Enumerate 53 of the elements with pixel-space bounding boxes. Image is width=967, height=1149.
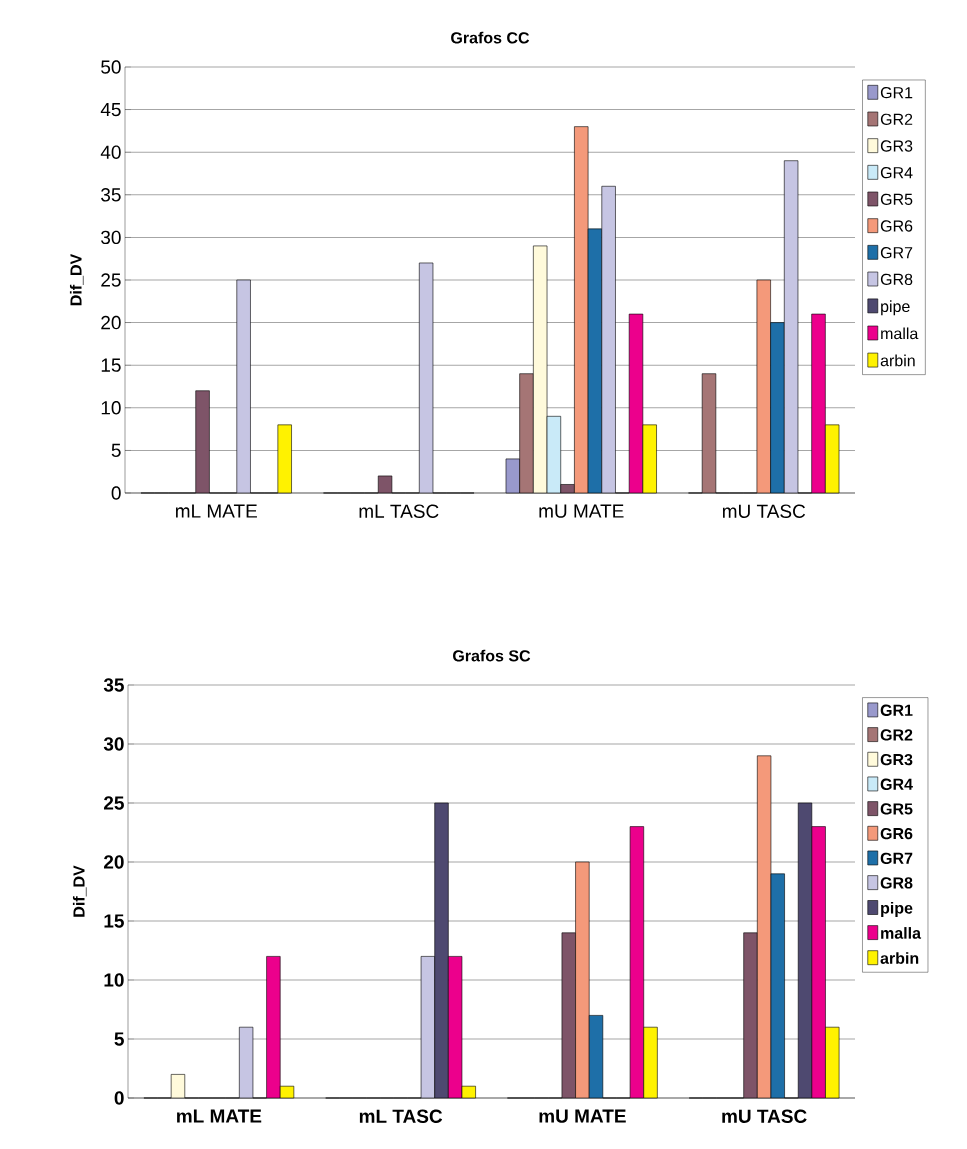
x-tick-label: mU TASC bbox=[722, 504, 806, 518]
y-tick-label: 35 bbox=[101, 188, 121, 202]
x-tick-label: mL TASC bbox=[359, 504, 439, 518]
y-tick-label: 15 bbox=[104, 914, 124, 928]
legend-label: GR1 bbox=[880, 86, 913, 99]
y-tick-label: 20 bbox=[101, 315, 121, 330]
chart-title: Grafos SC bbox=[453, 649, 531, 662]
legend-label: GR4 bbox=[880, 778, 913, 790]
legend-label: malla bbox=[881, 927, 922, 939]
legend-label: GR8 bbox=[880, 273, 913, 286]
legend-label: GR3 bbox=[880, 140, 913, 152]
legend-label: GR2 bbox=[880, 113, 913, 125]
legend-label: arbin bbox=[880, 354, 915, 367]
y-tick-label: 45 bbox=[100, 102, 121, 117]
y-tick-label: 0 bbox=[111, 486, 121, 500]
y-tick-label: 50 bbox=[101, 60, 121, 74]
y-tick-label: 20 bbox=[103, 855, 124, 869]
y-axis-title: Dif_DV bbox=[72, 865, 87, 917]
legend-label: GR3 bbox=[880, 753, 913, 766]
y-tick-label: 5 bbox=[111, 443, 121, 458]
legend-label: GR5 bbox=[880, 803, 913, 815]
legend-label: GR8 bbox=[880, 877, 913, 889]
legend-label: GR5 bbox=[880, 193, 913, 205]
legend-label: GR1 bbox=[880, 704, 913, 716]
x-tick-label: mL TASC bbox=[359, 1109, 443, 1123]
y-tick-label: 0 bbox=[114, 1091, 124, 1105]
x-tick-label: mU MATE bbox=[539, 504, 624, 518]
legend-label: pipe bbox=[881, 300, 910, 316]
legend-label: GR6 bbox=[880, 220, 913, 232]
legend-label: pipe bbox=[881, 901, 913, 917]
y-tick-label: 10 bbox=[104, 973, 124, 987]
legend-label: GR2 bbox=[880, 729, 913, 741]
legend-label: arbin bbox=[880, 952, 919, 964]
legend-label: malla bbox=[881, 327, 919, 340]
y-tick-label: 40 bbox=[100, 145, 121, 159]
y-tick-label: 30 bbox=[101, 230, 121, 245]
legend-label: GR4 bbox=[880, 167, 913, 179]
legend-label: GR7 bbox=[880, 247, 913, 259]
x-tick-label: mU MATE bbox=[539, 1109, 626, 1123]
y-axis-title: Dif_DV bbox=[69, 253, 84, 306]
y-tick-label: 30 bbox=[103, 737, 124, 751]
y-tick-label: 10 bbox=[101, 401, 121, 415]
x-tick-label: mL MATE bbox=[177, 1109, 262, 1123]
legend-label: GR6 bbox=[880, 827, 913, 840]
y-tick-label: 25 bbox=[101, 273, 121, 287]
chart-title: Grafos CC bbox=[451, 31, 530, 44]
x-tick-label: mL MATE bbox=[175, 504, 257, 518]
legend-label: GR7 bbox=[880, 852, 913, 864]
y-tick-label: 5 bbox=[114, 1032, 124, 1046]
y-tick-label: 25 bbox=[103, 796, 124, 810]
y-tick-label: 15 bbox=[101, 358, 121, 372]
x-tick-label: mU TASC bbox=[722, 1109, 807, 1123]
y-tick-label: 35 bbox=[103, 678, 124, 692]
